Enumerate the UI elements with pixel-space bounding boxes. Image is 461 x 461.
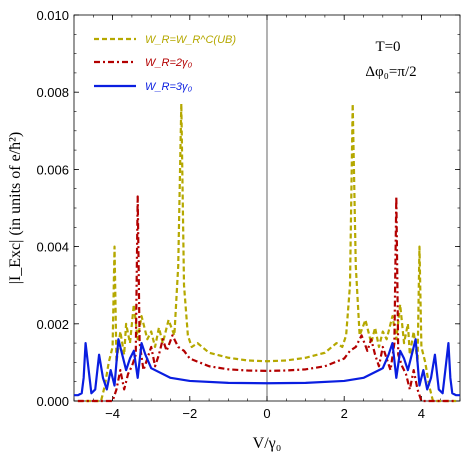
x-tick-label: 0 [263, 406, 270, 421]
x-tick-label: 4 [418, 406, 425, 421]
y-axis-title: |I_Exc| (in units of e/ħ²) [7, 132, 24, 285]
x-tick-label: 2 [341, 406, 348, 421]
annotation-temperature: T=0 [375, 39, 400, 55]
x-tick-label: −4 [105, 406, 120, 421]
legend-label-2: W_R=3γ₀ [145, 81, 192, 93]
x-axis-title: V/γ₀ [253, 435, 282, 452]
x-tick-label: −2 [182, 406, 197, 421]
y-tick-label: 0.000 [36, 394, 69, 409]
y-tick-label: 0.004 [36, 240, 69, 255]
series-layer [74, 102, 460, 403]
y-tick-label: 0.006 [36, 162, 69, 177]
y-tick-label: 0.002 [36, 317, 69, 332]
series-line-1 [77, 195, 457, 403]
series-line-0 [77, 102, 457, 403]
y-tick-label: 0.010 [36, 8, 69, 23]
y-tick-label: 0.008 [36, 85, 69, 100]
legend-label-0: W_R=W_R^C(UB) [145, 34, 236, 46]
series-line-2 [74, 338, 460, 397]
legend: W_R=W_R^C(UB) W_R=2γ₀ W_R=3γ₀ [94, 34, 236, 93]
legend-label-1: W_R=2γ₀ [145, 57, 192, 69]
annotation-phase: Δφ₀=π/2 [365, 64, 416, 80]
tick-group: −4 −2 0 2 4 0.000 0.002 0.004 0.006 0.008 0.010 [36, 8, 461, 421]
